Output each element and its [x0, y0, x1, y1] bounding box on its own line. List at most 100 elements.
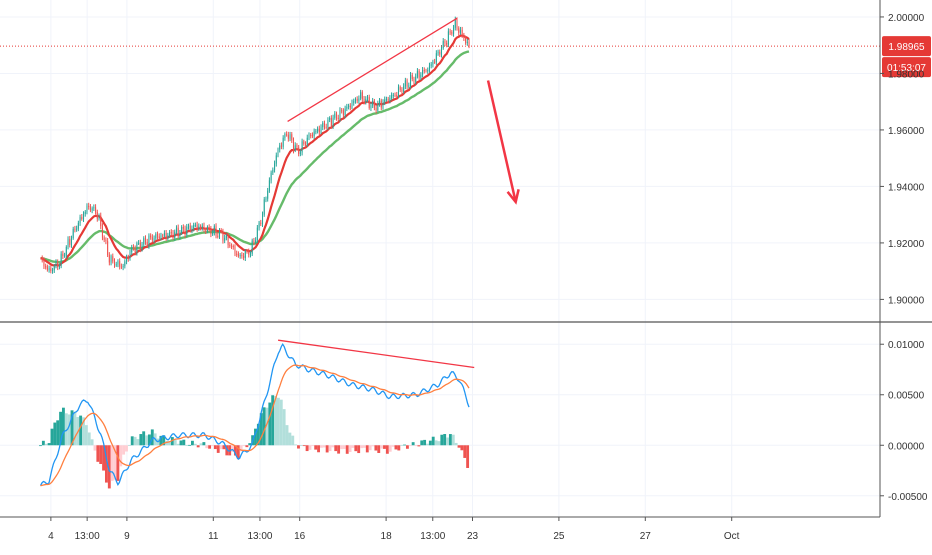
- histogram-bar: [216, 445, 220, 453]
- candle-body: [459, 29, 461, 33]
- time-tick-label: 18: [381, 531, 393, 542]
- histogram-bar: [179, 440, 183, 446]
- candle-body: [181, 226, 183, 233]
- histogram-bar: [176, 443, 180, 446]
- candle-body: [98, 215, 100, 219]
- candle-body: [422, 70, 424, 75]
- candle-body: [83, 214, 85, 220]
- histogram-bar: [90, 439, 94, 446]
- histogram-bar: [380, 445, 384, 449]
- candle-body: [389, 98, 391, 101]
- candle-body: [306, 137, 308, 145]
- candle-body: [43, 260, 45, 267]
- price-tick-label: 1.94000: [888, 182, 925, 193]
- macd-tick-label: -0.00500: [888, 492, 928, 503]
- candle-body: [282, 137, 284, 147]
- histogram-bar: [297, 445, 300, 449]
- histogram-bar: [314, 445, 318, 450]
- candle-body: [468, 41, 470, 47]
- candle-body: [301, 141, 303, 153]
- candle-body: [194, 224, 196, 226]
- candle-body: [218, 230, 221, 236]
- candle-body: [311, 135, 313, 137]
- candle-body: [234, 247, 236, 254]
- candle-body: [112, 256, 114, 262]
- candle-body: [392, 94, 394, 96]
- candle-body: [447, 31, 449, 45]
- candle-body: [103, 237, 105, 240]
- candle-body: [432, 61, 434, 65]
- candle-body: [286, 134, 288, 136]
- candle-body: [153, 238, 155, 240]
- candle-body: [354, 99, 356, 102]
- candle-body: [444, 40, 446, 44]
- candle-body: [72, 228, 74, 239]
- histogram-bar: [391, 445, 395, 447]
- candle-body: [208, 227, 210, 230]
- countdown-label: 01:53:07: [887, 63, 926, 74]
- histogram-bar: [61, 407, 65, 446]
- candle-body: [136, 243, 138, 253]
- histogram-bar: [440, 434, 444, 446]
- histogram-bar: [308, 445, 312, 450]
- histogram-bar: [196, 445, 200, 448]
- candle-body: [58, 265, 60, 267]
- candle-body: [143, 238, 145, 245]
- candle-body: [401, 89, 403, 92]
- candle-body: [248, 251, 250, 255]
- histogram-bar: [428, 440, 432, 446]
- candle-body: [437, 51, 439, 54]
- histogram-bar: [454, 442, 458, 446]
- candle-body: [291, 134, 293, 141]
- macd-tick-label: 0.01000: [888, 340, 925, 351]
- candle-body: [113, 261, 116, 265]
- candle-body: [274, 163, 276, 170]
- price-tick-label: 1.92000: [888, 239, 925, 250]
- drawings[interactable]: [0, 17, 880, 369]
- candle-body: [239, 255, 241, 257]
- candle-body: [322, 123, 324, 128]
- candle-body: [117, 261, 119, 265]
- candle-body: [184, 228, 186, 236]
- time-tick-label: 27: [640, 531, 652, 542]
- candle-body: [246, 251, 248, 253]
- candle-body: [182, 226, 184, 229]
- candle-body: [132, 247, 134, 249]
- candle-body: [76, 228, 78, 230]
- candle-body: [96, 212, 98, 219]
- candle-body: [258, 222, 260, 228]
- candle-body: [95, 207, 97, 213]
- candle-body: [213, 226, 215, 233]
- candlesticks: [41, 16, 470, 274]
- candle-body: [237, 253, 239, 256]
- candle-body: [206, 227, 208, 231]
- candle-body: [397, 87, 399, 96]
- grid: [0, 0, 880, 517]
- trendline-drawing: [287, 17, 458, 123]
- histogram-bar: [53, 422, 57, 446]
- candle-body: [423, 70, 425, 72]
- candle-body: [60, 253, 62, 266]
- histogram-bar: [348, 445, 352, 452]
- candle-body: [160, 235, 162, 239]
- candle-body: [227, 235, 229, 246]
- histogram-bar: [285, 425, 289, 446]
- candle-body: [222, 231, 224, 241]
- candle-body: [126, 257, 128, 262]
- candle-body: [305, 143, 307, 145]
- candle-body: [53, 266, 55, 271]
- candle-body: [280, 145, 282, 147]
- histogram-bar: [446, 437, 449, 446]
- candle-body: [463, 35, 465, 39]
- candle-body: [244, 251, 246, 258]
- candle-body: [256, 227, 258, 241]
- candle-body: [329, 117, 331, 120]
- arrow-drawing: [486, 80, 517, 203]
- candle-body: [399, 87, 401, 90]
- candle-body: [379, 100, 381, 104]
- histogram-bar: [182, 439, 186, 446]
- histogram-bar: [222, 445, 226, 450]
- candle-body: [348, 105, 350, 107]
